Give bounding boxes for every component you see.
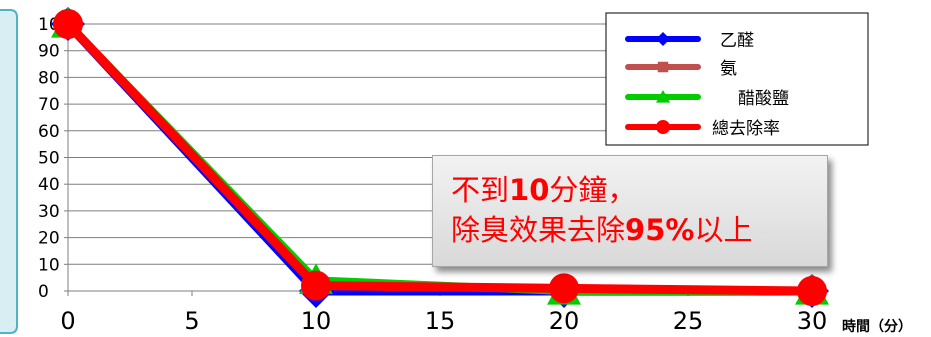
data-point [53,9,83,39]
annotation-line-2: 除臭效果去除95%以上 [451,210,827,250]
data-point [656,32,670,46]
y-tick-label: 10 [38,255,60,275]
annotation-line-1: 不到10分鐘， [451,170,827,210]
data-point [657,61,669,73]
annotation-highlight: 95% [625,213,695,247]
legend-label: 乙醛 [720,31,754,51]
y-tick-label: 60 [38,122,60,142]
x-tick-label: 25 [673,307,704,335]
data-point [656,90,670,103]
y-tick-label: 40 [38,175,60,195]
legend-label: 總去除率 [712,119,780,139]
y-tick-label: 50 [38,149,60,169]
legend-label: 氨 [720,59,737,79]
annotation-text: 除臭效果去除 [451,213,626,247]
legend-label: 醋酸鹽 [738,89,789,109]
series-4 [53,9,827,306]
x-axis-label: 時間（分） [842,318,912,335]
data-point [549,273,579,304]
y-tick-label: 20 [38,229,60,249]
x-tick-label: 20 [549,307,580,335]
left-panel-frame [0,9,18,334]
x-tick-label: 15 [425,307,456,335]
y-tick-label: 80 [38,68,60,88]
y-tick-label: 0 [38,282,49,302]
series-line [63,19,817,296]
data-point [656,120,670,134]
y-tick-label: 90 [38,42,60,62]
x-tick-label: 10 [301,307,332,335]
x-tick-label: 5 [184,307,199,335]
x-tick-label: 0 [60,307,75,335]
annotation-text: 不到 [451,173,510,207]
y-tick-label: 30 [38,202,60,222]
annotation-text: 分鐘， [549,173,637,207]
annotation-text: 以上 [694,213,753,247]
y-tick-label: 70 [38,95,60,115]
x-tick-label: 30 [797,307,828,335]
annotation-highlight: 10 [509,173,550,207]
data-point [301,270,331,301]
data-point [797,276,827,306]
legend-box [605,12,869,146]
annotation-callout: 不到10分鐘， 除臭效果去除95%以上 [432,155,828,267]
